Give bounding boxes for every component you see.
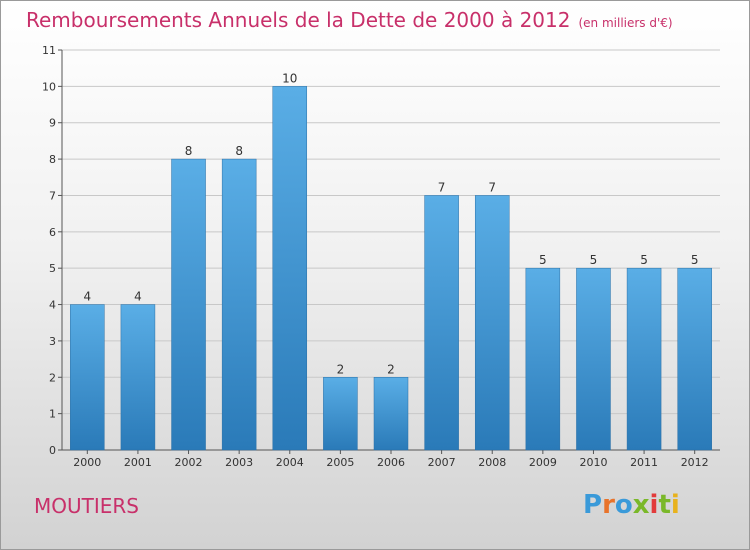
grid-lines bbox=[62, 49, 720, 415]
bar-2002 bbox=[171, 158, 206, 451]
logo-letter: i bbox=[670, 490, 680, 520]
data-label-2009: 5 bbox=[539, 253, 547, 267]
chart-title-unit: (en milliers d'€) bbox=[578, 16, 673, 30]
y-tick-label: 0 bbox=[49, 444, 56, 457]
logo-letter: P bbox=[583, 490, 603, 520]
x-tick-label-2000: 2000 bbox=[73, 456, 101, 469]
logo-letter: o bbox=[614, 490, 633, 520]
bar-2012 bbox=[677, 267, 712, 451]
bar-2006 bbox=[373, 377, 409, 451]
bar-2010 bbox=[576, 267, 611, 451]
bar-2005 bbox=[323, 377, 358, 451]
logo-letter: i bbox=[649, 490, 659, 520]
y-tick-label: 3 bbox=[49, 335, 56, 348]
data-label-2003: 8 bbox=[235, 144, 243, 158]
data-label-2006: 2 bbox=[387, 362, 395, 376]
x-tick-label-2001: 2001 bbox=[124, 456, 152, 469]
bar-2001 bbox=[120, 304, 156, 451]
data-label-2000: 4 bbox=[83, 290, 91, 304]
y-tick-label: 7 bbox=[49, 189, 56, 202]
x-tick-label-2008: 2008 bbox=[478, 456, 506, 469]
chart-title: Remboursements Annuels de la Dette de 20… bbox=[26, 8, 673, 32]
x-tick-label-2004: 2004 bbox=[276, 456, 304, 469]
logo-letter: x bbox=[632, 490, 650, 520]
data-label-2004: 10 bbox=[282, 71, 297, 85]
y-tick-label: 9 bbox=[49, 117, 56, 130]
proxiti-logo: Proxiti bbox=[583, 490, 680, 520]
x-tick-label-2007: 2007 bbox=[428, 456, 456, 469]
x-tick-label-2009: 2009 bbox=[529, 456, 557, 469]
labels: 4 2000 4 2001 8 2002 8 2003 10 2004 2 2005 2 2006 7 200… bbox=[73, 71, 708, 469]
data-label-2012: 5 bbox=[691, 253, 699, 267]
x-tick-label-2010: 2010 bbox=[579, 456, 607, 469]
bar-2008 bbox=[474, 195, 510, 451]
data-label-2010: 5 bbox=[590, 253, 598, 267]
y-tick-label: 8 bbox=[49, 153, 56, 166]
x-tick-label-2005: 2005 bbox=[326, 456, 354, 469]
bars bbox=[70, 86, 712, 451]
data-label-2008: 7 bbox=[488, 180, 496, 194]
y-tick-label: 10 bbox=[42, 80, 56, 93]
x-tick-label-2012: 2012 bbox=[681, 456, 709, 469]
commune-name: MOUTIERS bbox=[34, 494, 139, 518]
bar-2009 bbox=[525, 267, 561, 451]
bar-2007 bbox=[424, 195, 459, 451]
y-tick-label: 5 bbox=[49, 262, 56, 275]
bar-2004 bbox=[272, 86, 308, 451]
data-label-2002: 8 bbox=[185, 144, 193, 158]
data-label-2005: 2 bbox=[337, 362, 345, 376]
bar-2011 bbox=[626, 267, 662, 451]
y-tick-label: 2 bbox=[49, 371, 56, 384]
chart-title-main: Remboursements Annuels de la Dette de 20… bbox=[26, 8, 571, 32]
bar-2003 bbox=[221, 158, 257, 451]
data-label-2011: 5 bbox=[640, 253, 648, 267]
data-label-2007: 7 bbox=[438, 180, 446, 194]
x-tick-label-2011: 2011 bbox=[630, 456, 658, 469]
logo-letter: r bbox=[602, 490, 615, 520]
y-tick-label: 6 bbox=[49, 226, 56, 239]
logo-letter: t bbox=[658, 490, 671, 520]
x-tick-label-2006: 2006 bbox=[377, 456, 405, 469]
bar-2000 bbox=[70, 304, 105, 451]
y-tick-label: 4 bbox=[49, 299, 56, 312]
y-tick-label: 11 bbox=[42, 44, 56, 57]
y-tick-label: 1 bbox=[49, 408, 56, 421]
x-tick-label-2003: 2003 bbox=[225, 456, 253, 469]
data-label-2001: 4 bbox=[134, 290, 142, 304]
x-tick-label-2002: 2002 bbox=[175, 456, 203, 469]
